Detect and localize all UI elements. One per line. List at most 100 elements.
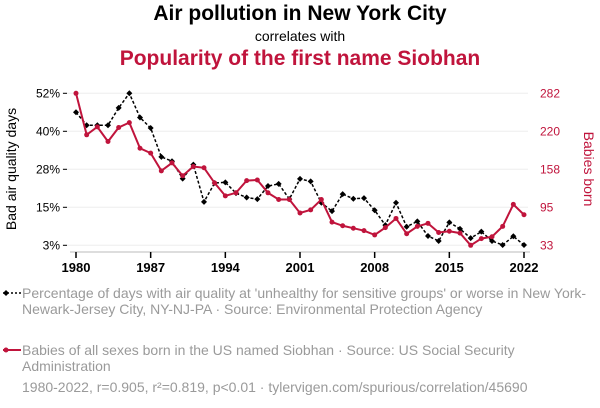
chart-subtitle: correlates with [254,28,346,44]
data-point-air-pollution [361,195,367,202]
data-point-air-pollution [254,196,261,203]
data-point-air-pollution [446,219,453,226]
data-point-air-pollution [521,241,527,248]
data-point-air-pollution [297,175,303,182]
data-point-siobhan [478,236,484,242]
data-point-siobhan [137,145,143,151]
data-point-siobhan [190,164,196,170]
data-point-siobhan [489,234,495,240]
data-point-air-pollution [403,223,410,230]
data-point-siobhan [425,220,431,226]
y-tick-label-right: 282 [540,86,560,100]
x-tick-label: 2001 [286,260,315,275]
y-axis-label-right: Babies born [581,132,597,207]
data-point-siobhan [126,120,132,126]
data-point-air-pollution [137,114,143,121]
data-point-air-pollution [115,104,122,111]
data-point-air-pollution [147,125,154,132]
data-point-siobhan [158,168,164,174]
x-tick-label: 2015 [435,260,464,275]
data-point-siobhan [521,212,527,218]
data-point-siobhan [340,223,346,229]
y-tick-label-left: 15% [36,200,60,214]
data-point-air-pollution [126,90,133,97]
data-point-air-pollution [275,180,282,187]
legend-item-siobhan: Babies of all sexes born in the US named… [3,342,592,374]
data-point-air-pollution [243,194,250,201]
data-point-air-pollution [425,232,431,239]
data-point-siobhan [329,219,335,225]
data-point-air-pollution [393,199,399,206]
data-point-air-pollution [73,109,79,116]
data-point-siobhan [73,90,79,96]
y-axis-label-left: Bad air quality days [3,108,19,230]
data-point-siobhan [222,193,228,199]
data-point-siobhan [212,180,218,186]
y-tick-label-left: 3% [43,238,61,252]
y-tick-label-right: 95 [540,200,554,214]
y-tick-label-left: 40% [36,124,60,138]
data-point-air-pollution [467,235,474,242]
data-point-siobhan [350,225,356,231]
data-point-siobhan [372,232,378,238]
legend-text-air-pollution: Percentage of days with air quality at '… [22,285,587,317]
data-point-siobhan [393,215,399,221]
data-point-siobhan [244,178,250,184]
data-point-siobhan [286,197,292,203]
data-point-air-pollution [478,228,485,235]
data-point-air-pollution [457,225,463,232]
footer-stats: 1980-2022, r=0.905, r²=0.819, p<0.01 · t… [22,379,528,395]
data-point-air-pollution [105,122,111,129]
data-point-air-pollution [435,237,442,244]
y-tick-label-left: 52% [36,86,60,100]
data-point-air-pollution [489,237,495,244]
data-point-siobhan [500,223,506,229]
data-point-siobhan [84,132,90,138]
x-tick-label: 2022 [510,260,539,275]
data-point-siobhan [468,242,474,248]
legend-item-air-pollution: Percentage of days with air quality at '… [3,285,592,317]
data-point-air-pollution [329,208,335,215]
data-point-siobhan [276,197,282,203]
chart-title-secondary: Popularity of the first name Siobhan [119,47,481,70]
data-point-siobhan [233,190,239,196]
data-point-siobhan [318,197,324,203]
data-point-siobhan [94,124,100,130]
data-point-siobhan [457,230,463,236]
data-point-siobhan [180,173,186,179]
data-point-siobhan [105,139,111,145]
data-point-siobhan [148,150,154,156]
data-point-siobhan [116,124,122,130]
legend-swatch-solid-red [3,347,21,353]
data-point-siobhan [436,229,442,235]
data-point-air-pollution [265,183,271,190]
data-point-air-pollution [371,207,378,214]
x-tick-label: 1994 [211,260,241,275]
y-tick-label-left: 28% [36,162,60,176]
data-point-siobhan [297,210,303,216]
data-point-air-pollution [307,178,314,185]
data-point-siobhan [169,160,175,166]
data-point-air-pollution [158,153,165,160]
data-point-air-pollution [222,179,229,186]
data-point-siobhan [254,177,260,183]
x-tick-label: 1987 [136,260,165,275]
data-point-siobhan [361,228,367,234]
data-point-siobhan [414,223,420,229]
data-point-air-pollution [339,191,346,198]
data-point-air-pollution [499,241,506,248]
data-point-siobhan [382,225,388,231]
data-point-siobhan [404,231,410,237]
legend-text-siobhan: Babies of all sexes born in the US named… [22,342,515,374]
data-point-siobhan [510,201,516,207]
y-tick-label-right: 33 [540,238,554,252]
data-point-siobhan [201,165,207,171]
data-point-air-pollution [350,195,357,202]
x-tick-label: 1980 [62,260,91,275]
y-tick-label-right: 220 [540,124,560,138]
data-point-air-pollution [201,198,207,205]
data-point-siobhan [308,207,314,213]
x-tick-label: 2008 [360,260,389,275]
